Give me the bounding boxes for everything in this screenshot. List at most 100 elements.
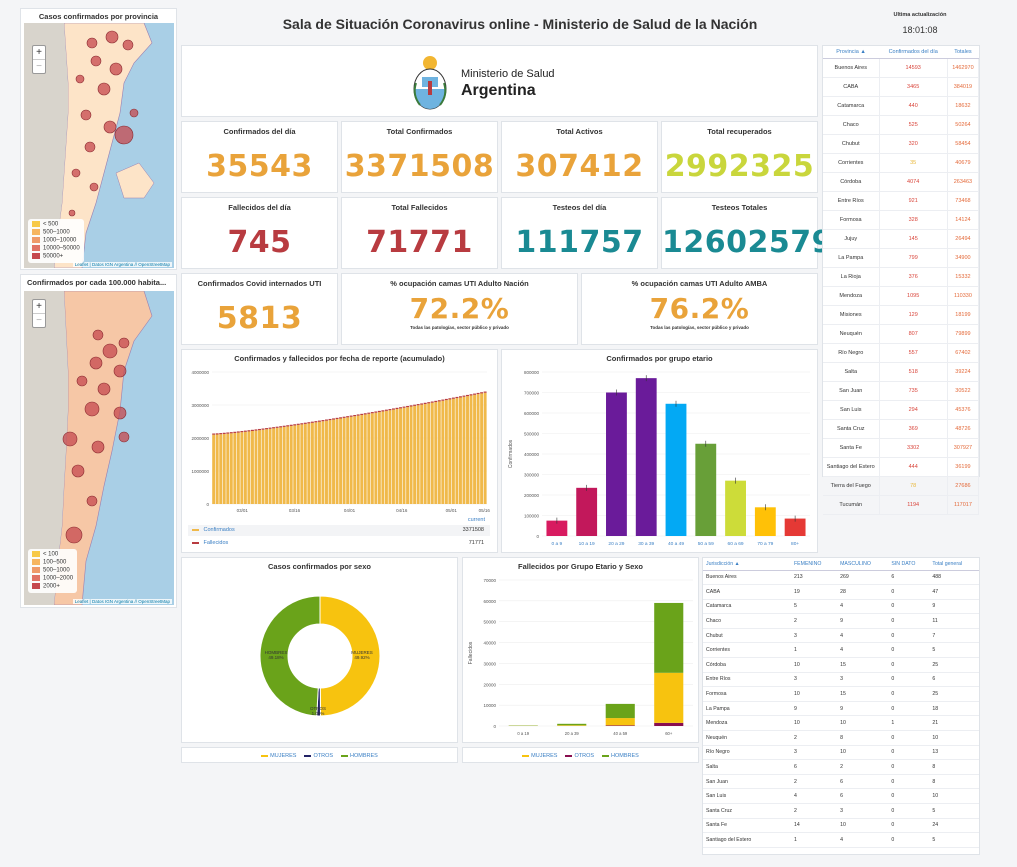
table-row[interactable]: Formosa 10 15 0 25 bbox=[703, 686, 979, 702]
column-header[interactable]: MASCULINO bbox=[837, 558, 889, 571]
bar-confirmados bbox=[349, 416, 353, 504]
table-row[interactable]: Misiones 129 18199 bbox=[823, 305, 980, 325]
legend-item[interactable]: HOMBRES bbox=[602, 753, 639, 759]
table-row[interactable]: CABA 19 28 0 47 bbox=[703, 584, 979, 600]
table-row[interactable]: Santiago del Estero 1 4 0 5 bbox=[703, 832, 979, 848]
column-header[interactable]: Total general bbox=[929, 558, 979, 571]
legend-item[interactable]: HOMBRES bbox=[341, 753, 378, 759]
map2-attribution[interactable]: Leaflet | Datos IGN Argentina // OpenStr… bbox=[72, 599, 172, 604]
table-row[interactable]: Entre Ríos 3 3 0 6 bbox=[703, 672, 979, 688]
column-header[interactable]: Provincia ▲ bbox=[823, 46, 879, 59]
map-100k[interactable]: + − < 100 100–500 500–1000 1000–2000 2000+ L… bbox=[24, 291, 174, 605]
bar-fallecidos-cap bbox=[420, 403, 424, 405]
legend-item[interactable]: MUJERES bbox=[522, 753, 557, 759]
table-row[interactable]: Tucumán 1194 117017 bbox=[823, 495, 980, 515]
table-row[interactable]: Entre Ríos 921 73468 bbox=[823, 191, 980, 211]
table-row[interactable]: La Rioja 376 15332 bbox=[823, 267, 980, 287]
column-header[interactable]: FEMENINO bbox=[791, 558, 838, 571]
map1-zoom-in-button[interactable]: + bbox=[33, 46, 45, 60]
table-row[interactable]: Chaco 525 50264 bbox=[823, 115, 980, 135]
table-row[interactable]: Chubut 320 58454 bbox=[823, 134, 980, 154]
chart-fallecidos[interactable]: 70000 60000 50000 40000 30000 20000 10000 0 Fall… bbox=[463, 570, 700, 742]
table-row[interactable]: San Luis 294 45376 bbox=[823, 400, 980, 420]
table-cell: 0 bbox=[888, 832, 930, 848]
table-row[interactable]: Chaco 2 9 0 11 bbox=[703, 613, 979, 629]
table-row[interactable]: CABA 3465 384019 bbox=[823, 77, 980, 97]
table-row[interactable]: Río Negro 557 67402 bbox=[823, 343, 980, 363]
x-tick-label: 05/16 bbox=[479, 508, 491, 513]
bar-confirmados bbox=[321, 421, 325, 504]
column-header[interactable]: Confirmados del día bbox=[879, 46, 948, 59]
table-row[interactable]: Tierra del Fuego 78 27686 bbox=[823, 476, 980, 496]
bar-confirmados bbox=[233, 432, 237, 504]
kpi-testeos-dia: Testeos del día 111757 bbox=[501, 197, 658, 269]
table-row[interactable]: Santiago del Estero 444 36199 bbox=[823, 457, 980, 477]
table-cell: 14 bbox=[791, 818, 838, 834]
map2-zoom-in-button[interactable]: + bbox=[33, 300, 45, 314]
table-cell: 40679 bbox=[947, 153, 980, 173]
table-row[interactable]: Santa Cruz 369 48726 bbox=[823, 419, 980, 439]
table-row[interactable]: Neuquén 2 8 0 10 bbox=[703, 730, 979, 746]
map1-attribution[interactable]: Leaflet | Datos IGN Argentina // OpenStr… bbox=[72, 262, 172, 267]
table-row[interactable]: Chubut 3 4 0 7 bbox=[703, 628, 979, 644]
map1-zoom[interactable]: + − bbox=[32, 45, 46, 74]
pie-label-name: OTROS bbox=[310, 706, 326, 711]
legend-row-fallecidos[interactable]: Fallecidos 71771 bbox=[188, 538, 490, 549]
chart-sexo[interactable]: MUJERES 49.92% OTROS 1.00% HOMBRES 49.18% bbox=[182, 572, 459, 742]
table-cell: 3 bbox=[791, 628, 838, 644]
table-cell: Buenos Aires bbox=[823, 58, 880, 78]
table-cell: 0 bbox=[888, 730, 930, 746]
table-cell: Jujuy bbox=[823, 229, 880, 249]
table-row[interactable]: Salta 6 2 0 8 bbox=[703, 759, 979, 775]
table-row[interactable]: San Juan 2 6 0 8 bbox=[703, 774, 979, 790]
bar-confirmados bbox=[268, 428, 272, 504]
map2-zoom[interactable]: + − bbox=[32, 299, 46, 328]
column-header[interactable]: Jurisdicción ▲ bbox=[703, 558, 791, 571]
legend-item[interactable]: OTROS bbox=[304, 753, 333, 759]
bar-confirmados bbox=[222, 433, 226, 504]
table-cell: 0 bbox=[888, 599, 930, 615]
table-row[interactable]: Buenos Aires 213 269 6 488 bbox=[703, 570, 979, 586]
table-cell: Salta bbox=[823, 362, 880, 382]
table-row[interactable]: Neuquén 807 79899 bbox=[823, 324, 980, 344]
table-row[interactable]: La Pampa 9 9 0 18 bbox=[703, 701, 979, 717]
column-header[interactable]: SIN DATO bbox=[888, 558, 930, 571]
bar-confirmados bbox=[416, 405, 420, 504]
table-row[interactable]: San Juan 735 30522 bbox=[823, 381, 980, 401]
table-row[interactable]: Mendoza 10 10 1 21 bbox=[703, 715, 979, 732]
map1-zoom-out-button[interactable]: − bbox=[36, 61, 42, 72]
table-row[interactable]: Corrientes 35 40679 bbox=[823, 153, 980, 173]
bar-fallecidos-cap bbox=[402, 406, 406, 408]
bar-fallecidos-cap bbox=[240, 431, 244, 433]
chart-acumulado[interactable]: 4000000 3000000 2000000 1000000 0 03/01 03/16 0… bbox=[182, 364, 499, 524]
legend-item[interactable]: MUJERES bbox=[261, 753, 296, 759]
table-row[interactable]: Jujuy 145 26494 bbox=[823, 229, 980, 249]
bar-fallecidos-cap bbox=[441, 399, 445, 401]
table-row[interactable]: Salta 518 39224 bbox=[823, 362, 980, 382]
table-cell: 39224 bbox=[947, 362, 980, 382]
table-row[interactable]: Santa Cruz 2 3 0 5 bbox=[703, 803, 979, 819]
table-cell: 263463 bbox=[947, 172, 980, 192]
table-row[interactable]: Córdoba 4074 263463 bbox=[823, 172, 980, 192]
table-row[interactable]: Corrientes 1 4 0 5 bbox=[703, 642, 979, 659]
table-row[interactable]: San Luis 4 6 0 10 bbox=[703, 788, 979, 804]
table-row[interactable]: Mendoza 1095 110330 bbox=[823, 286, 980, 306]
map-provincia[interactable]: + − < 500 500–1000 1000–10000 10000–50000 50… bbox=[24, 23, 174, 268]
table-row[interactable]: Santa Fe 3302 307927 bbox=[823, 438, 980, 458]
table-row[interactable]: Santa Fe 14 10 0 24 bbox=[703, 818, 979, 834]
table-row[interactable]: Buenos Aires 14593 1462970 bbox=[823, 58, 980, 78]
table-row[interactable]: Formosa 328 14124 bbox=[823, 210, 980, 230]
table-row[interactable]: La Pampa 799 34900 bbox=[823, 248, 980, 268]
bar-fallecidos-cap bbox=[346, 416, 350, 418]
table-row[interactable]: Córdoba 10 15 0 25 bbox=[703, 657, 979, 673]
table-row[interactable]: Río Negro 3 10 0 13 bbox=[703, 745, 979, 761]
legend-item[interactable]: OTROS bbox=[565, 753, 594, 759]
table-row[interactable]: Catamarca 440 18632 bbox=[823, 96, 980, 116]
legend-row-confirmados[interactable]: Confirmados 3371508 bbox=[188, 525, 490, 536]
table-row[interactable]: Catamarca 5 4 0 9 bbox=[703, 599, 979, 615]
chart-etario[interactable]: 800000 700000 600000 500000 400000 300000 2000… bbox=[502, 362, 819, 552]
table-cell: 3 bbox=[837, 672, 889, 688]
column-header[interactable]: Totales bbox=[947, 46, 979, 59]
map2-zoom-out-button[interactable]: − bbox=[36, 315, 42, 326]
legend-swatch bbox=[32, 237, 40, 244]
